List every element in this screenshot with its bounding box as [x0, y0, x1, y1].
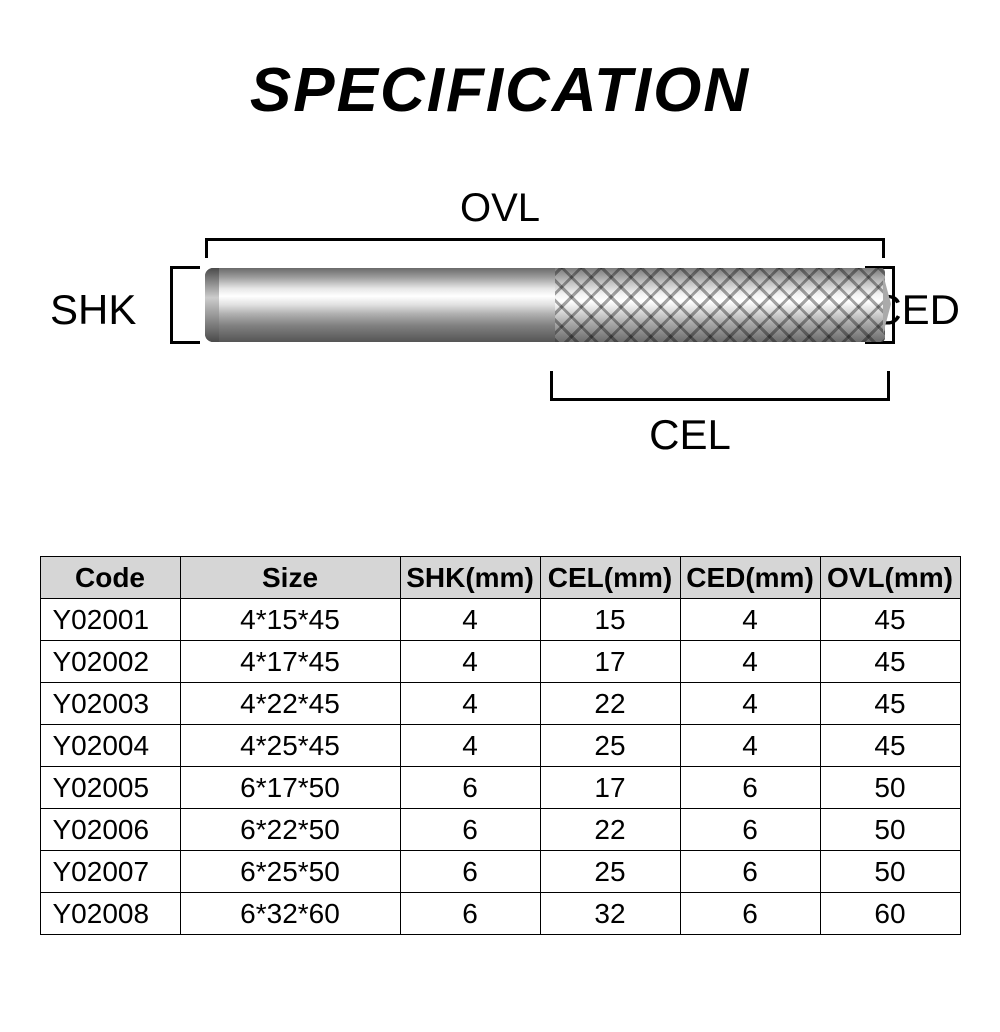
table-cell: 6	[680, 851, 820, 893]
table-cell: Y02004	[40, 725, 180, 767]
table-cell: 6*22*50	[180, 809, 400, 851]
table-cell: 4	[680, 683, 820, 725]
table-cell: 4*17*45	[180, 641, 400, 683]
table-cell: 17	[540, 641, 680, 683]
table-cell: 4*22*45	[180, 683, 400, 725]
table-cell: 25	[540, 725, 680, 767]
table-cell: 4*25*45	[180, 725, 400, 767]
table-row: Y020086*32*60632660	[40, 893, 960, 935]
bit-shank	[205, 268, 555, 342]
ovl-bracket	[205, 238, 885, 258]
ovl-label: OVL	[50, 186, 950, 231]
shk-bracket	[170, 266, 200, 344]
col-shk: SHK(mm)	[400, 557, 540, 599]
table-cell: Y02006	[40, 809, 180, 851]
table-cell: Y02002	[40, 641, 180, 683]
cel-label: CEL	[550, 411, 830, 459]
table-cell: 6	[680, 809, 820, 851]
table-cell: Y02003	[40, 683, 180, 725]
shk-label: SHK	[50, 286, 136, 334]
table-header-row: Code Size SHK(mm) CEL(mm) CED(mm) OVL(mm…	[40, 557, 960, 599]
end-mill-bit	[205, 268, 885, 342]
col-ced: CED(mm)	[680, 557, 820, 599]
col-code: Code	[40, 557, 180, 599]
table-cell: 4	[680, 599, 820, 641]
table-cell: 45	[820, 725, 960, 767]
table-cell: 45	[820, 683, 960, 725]
cel-bracket	[550, 371, 890, 401]
table-cell: 32	[540, 893, 680, 935]
table-cell: 25	[540, 851, 680, 893]
table-row: Y020014*15*45415445	[40, 599, 960, 641]
table-cell: 17	[540, 767, 680, 809]
table-cell: 6*17*50	[180, 767, 400, 809]
table-cell: 6	[680, 767, 820, 809]
table-cell: 6*32*60	[180, 893, 400, 935]
table-cell: 50	[820, 767, 960, 809]
table-row: Y020066*22*50622650	[40, 809, 960, 851]
table-row: Y020044*25*45425445	[40, 725, 960, 767]
table-cell: 4*15*45	[180, 599, 400, 641]
table-cell: 4	[400, 641, 540, 683]
table-cell: 6	[680, 893, 820, 935]
table-row: Y020034*22*45422445	[40, 683, 960, 725]
table-cell: Y02008	[40, 893, 180, 935]
table-cell: 4	[400, 725, 540, 767]
table-cell: 22	[540, 683, 680, 725]
tool-diagram: OVL SHK CED CEL	[50, 186, 950, 496]
table-cell: 4	[400, 599, 540, 641]
table-cell: 45	[820, 641, 960, 683]
table-cell: 15	[540, 599, 680, 641]
table-cell: 6*25*50	[180, 851, 400, 893]
col-size: Size	[180, 557, 400, 599]
table-cell: 6	[400, 893, 540, 935]
col-ovl: OVL(mm)	[820, 557, 960, 599]
table-row: Y020056*17*50617650	[40, 767, 960, 809]
table-cell: 6	[400, 851, 540, 893]
bit-cutter	[555, 268, 885, 342]
table-cell: Y02005	[40, 767, 180, 809]
table-cell: 4	[680, 725, 820, 767]
table-cell: 4	[680, 641, 820, 683]
table-row: Y020076*25*50625650	[40, 851, 960, 893]
table-cell: 50	[820, 809, 960, 851]
table-cell: 4	[400, 683, 540, 725]
table-cell: 6	[400, 809, 540, 851]
table-cell: 6	[400, 767, 540, 809]
table-row: Y020024*17*45417445	[40, 641, 960, 683]
table-cell: 50	[820, 851, 960, 893]
spec-table: Code Size SHK(mm) CEL(mm) CED(mm) OVL(mm…	[40, 556, 961, 935]
page-title: SPECIFICATION	[0, 0, 1000, 126]
table-cell: Y02001	[40, 599, 180, 641]
col-cel: CEL(mm)	[540, 557, 680, 599]
table-cell: 22	[540, 809, 680, 851]
table-cell: 45	[820, 599, 960, 641]
table-cell: Y02007	[40, 851, 180, 893]
table-cell: 60	[820, 893, 960, 935]
